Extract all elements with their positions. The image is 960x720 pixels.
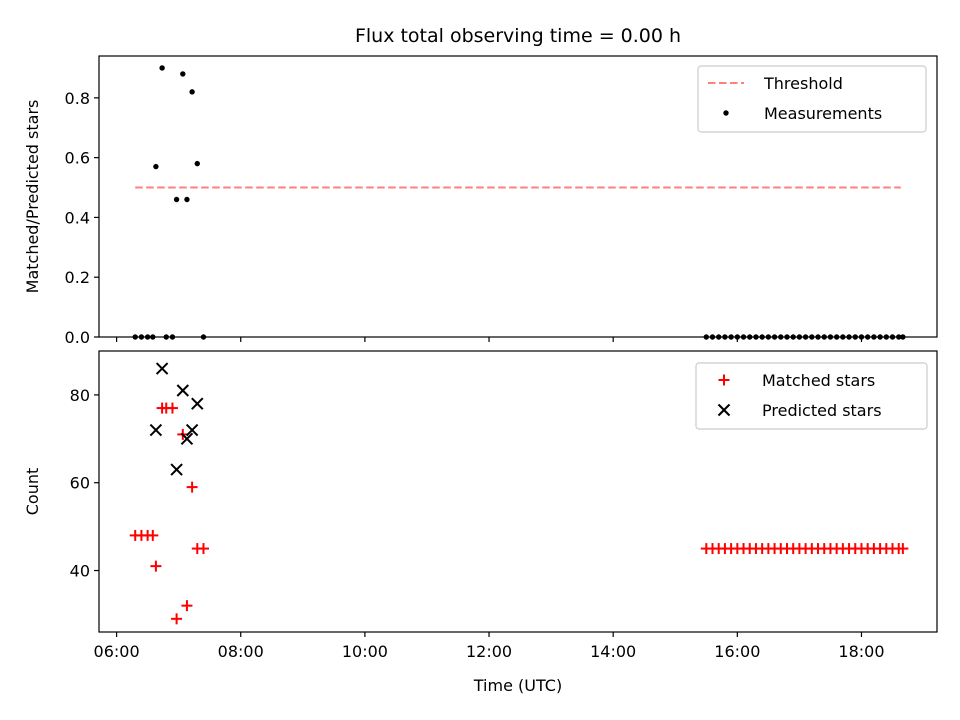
predicted-point-5 [185, 423, 199, 437]
predicted-point-6 [191, 397, 204, 410]
y-tick-label: 80 [70, 386, 90, 405]
y-tick-label: 0.8 [65, 89, 90, 108]
axes-frame [98, 55, 938, 338]
legend: Threshold Measurements [697, 65, 927, 133]
y-tick-label: 0.4 [65, 208, 90, 227]
measurement-point-8 [173, 196, 180, 203]
measurement-point-4 [153, 163, 159, 170]
axes-frame [98, 350, 938, 633]
x-tick-label: 08:00 [218, 642, 264, 661]
predicted-point-3 [176, 384, 190, 397]
legend-label: Measurements [764, 104, 882, 123]
x-tick-label: 06:00 [94, 642, 140, 661]
predicted-point-2 [170, 463, 183, 476]
measurement-point-10 [184, 196, 190, 203]
measurement-point-11 [189, 89, 195, 95]
x-tick-label: 10:00 [342, 642, 388, 661]
matched-point-8 [171, 613, 183, 625]
matched-point-46 [897, 543, 909, 555]
measurement-point-9 [180, 71, 186, 77]
series-predicted-stars [149, 362, 204, 476]
top-panel-flux-ratio: 0.0 0.2 0.4 0.6 0.8 Matched/Predicted stars Th… [23, 55, 938, 347]
bottom-panel-star-counts: 40 60 80 06:00 08:00 10:00 12:00 14:00 16:00 18:0… [23, 350, 938, 695]
matched-point-10 [181, 600, 193, 612]
predicted-point-4 [180, 432, 194, 446]
x-tick-label: 16:00 [714, 642, 760, 661]
predicted-point-0 [149, 423, 163, 437]
matched-point-7 [166, 402, 178, 414]
matched-point-4 [150, 560, 162, 572]
legend: Matched stars Predicted stars [695, 362, 928, 430]
measurement-point-12 [194, 160, 200, 167]
legend-box [695, 362, 928, 430]
legend-entry: Predicted stars [717, 401, 882, 420]
legend-x-swatch [717, 403, 731, 417]
series-matched-stars [129, 402, 909, 625]
y-tick-label: 0.2 [65, 268, 90, 287]
legend-plus-swatch [718, 374, 730, 386]
y-tick-label: 60 [70, 474, 90, 493]
chart-title: Flux total observing time = 0.00 h [355, 25, 681, 47]
legend-label: Matched stars [762, 371, 875, 390]
legend-box [697, 65, 927, 133]
x-axis-label: Time (UTC) [473, 676, 562, 695]
matched-point-13 [197, 543, 209, 555]
y-axis-label: Count [23, 468, 42, 516]
y-tick-label: 40 [70, 562, 90, 581]
matched-point-3 [147, 529, 159, 541]
matched-point-11 [186, 481, 198, 493]
y-axis-label: Matched/Predicted stars [23, 100, 42, 294]
legend-label: Threshold [763, 74, 843, 93]
x-tick-label: 12:00 [466, 642, 512, 661]
y-tick-label: 0.0 [65, 328, 90, 347]
legend-entry: Matched stars [718, 371, 875, 390]
legend-entry: Measurements [723, 104, 882, 123]
predicted-point-1 [155, 362, 169, 375]
legend-dot-swatch [723, 110, 729, 116]
legend-entry: Threshold [708, 74, 843, 93]
measurement-point-5 [159, 65, 165, 71]
y-tick-label: 0.6 [65, 149, 90, 168]
x-tick-label: 14:00 [590, 642, 636, 661]
legend-label: Predicted stars [762, 401, 882, 420]
x-tick-label: 18:00 [838, 642, 884, 661]
